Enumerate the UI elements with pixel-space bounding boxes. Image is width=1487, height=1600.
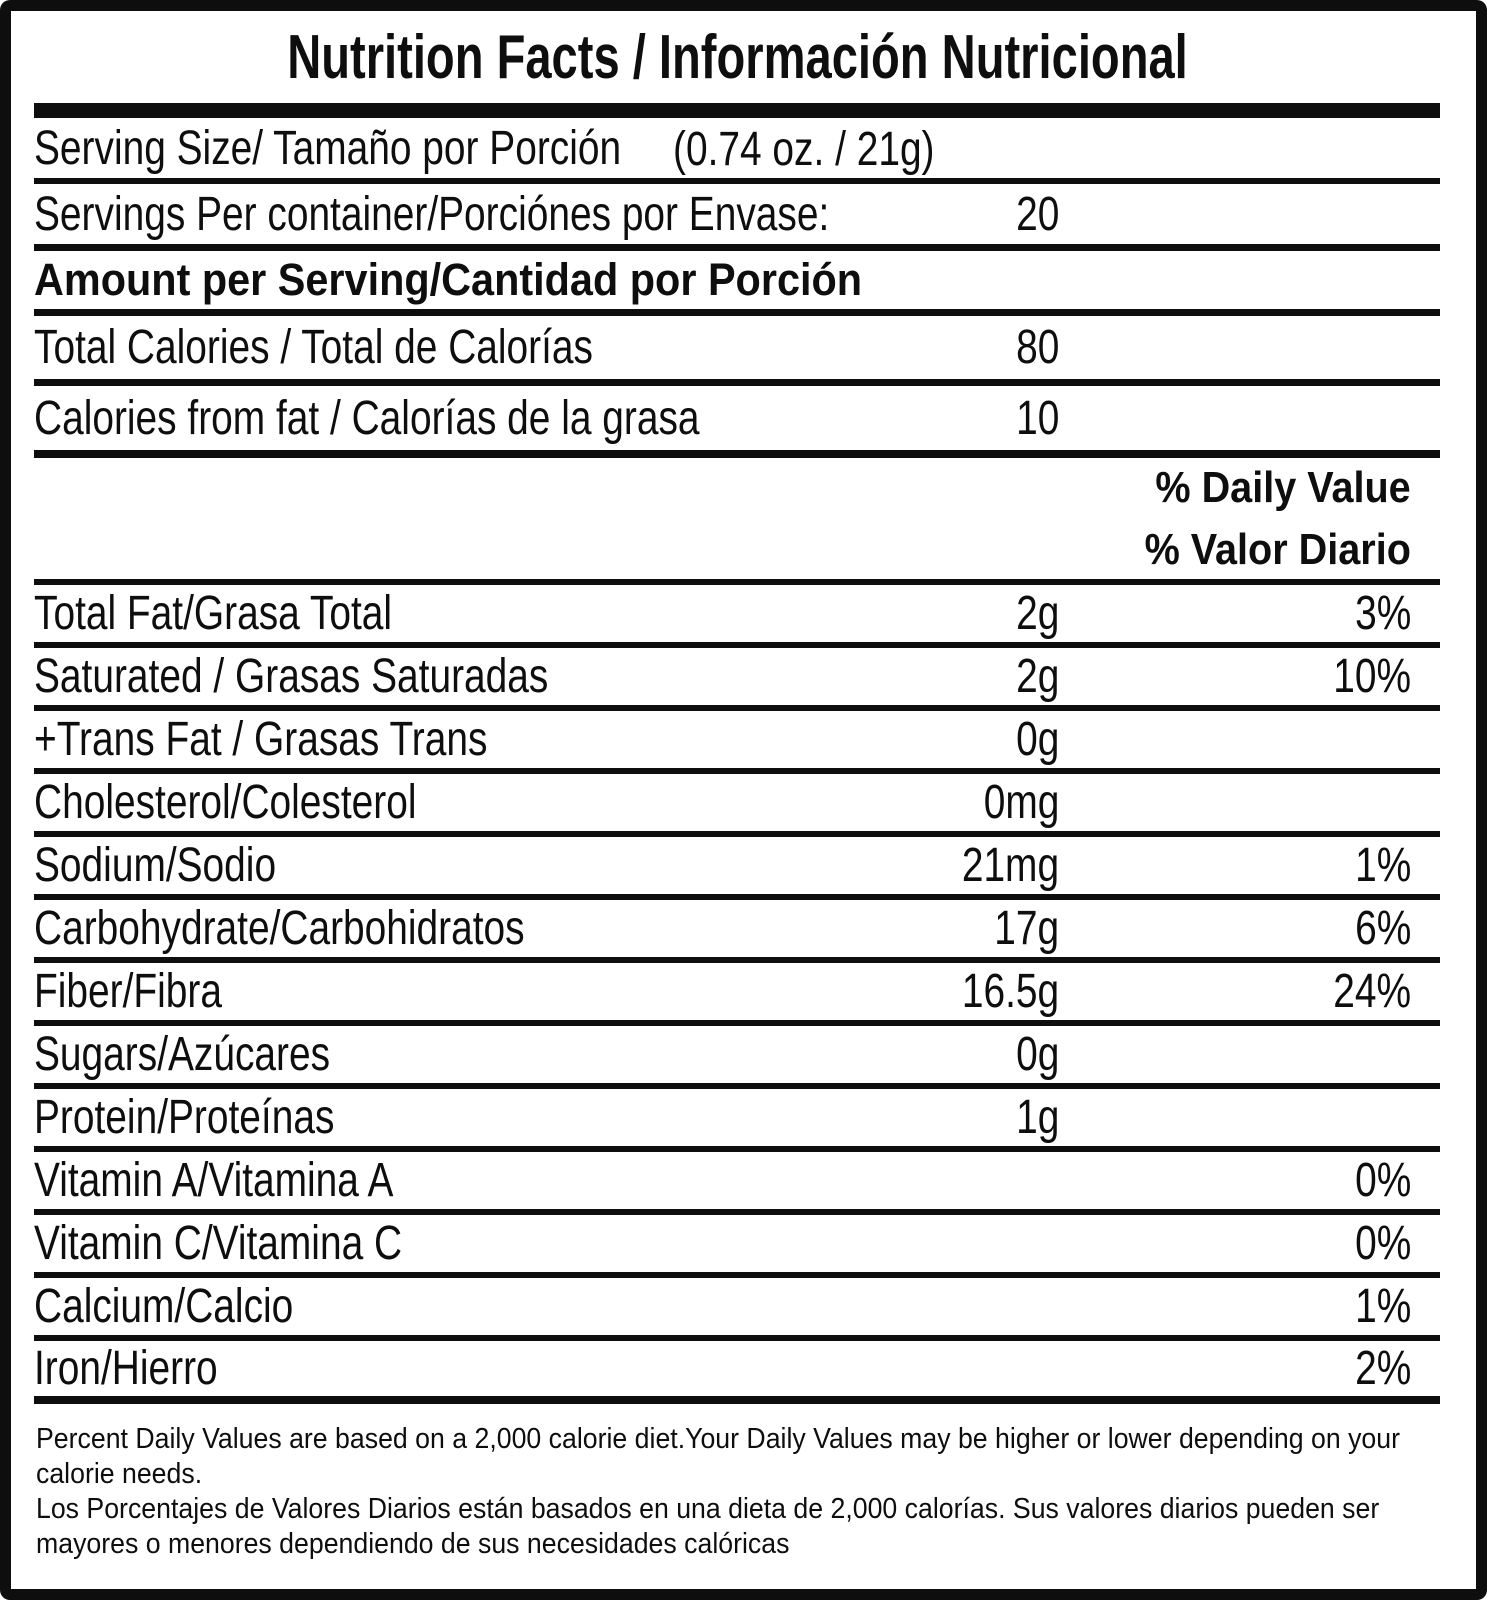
nutrient-label: Calcium/Calcio (34, 1280, 294, 1333)
nutrient-dv: 24% (1333, 965, 1411, 1018)
row-calories-from-fat: Calories from fat / Calorías de la grasa… (34, 386, 1440, 458)
nutrient-dv: 0% (1354, 1154, 1411, 1207)
nutrient-label: Iron/Hierro (34, 1342, 218, 1395)
label-header: Nutrition Facts / Información Nutriciona… (34, 11, 1440, 103)
serving-size-value-cell: (0.74 oz. / 21g) (673, 119, 996, 177)
nutrient-dv: 1% (1354, 1280, 1411, 1333)
serving-size-label-cell: Serving Size/ Tamaño por Porción (34, 121, 1440, 176)
nutrient-label: Cholesterol/Colesterol (34, 776, 417, 829)
footnote-line-es-2: mayores o menores dependiendo de sus nec… (36, 1528, 790, 1560)
nutrient-label: Protein/Proteínas (34, 1091, 335, 1144)
row-protein: Protein/Proteínas 1g (34, 1089, 1440, 1152)
row-sugars: Sugars/Azúcares 0g (34, 1026, 1440, 1089)
servings-value-cell: 20 (709, 187, 1059, 242)
nutrient-amount: 1g (1015, 1091, 1059, 1144)
nutrient-amount: 17g (994, 902, 1059, 955)
footnote: Percent Daily Values are based on a 2,00… (34, 1404, 1440, 1562)
serving-size-value: (0.74 oz. / 21g) (673, 122, 935, 176)
servings-per-container-row: Servings Per container/Porciónes por Env… (34, 184, 1440, 251)
total-calories-label: Total Calories / Total de Calorías (34, 321, 594, 374)
servings-per-container-label: Servings Per container/Porciónes por Env… (34, 187, 830, 241)
amount-per-serving-header-row: Amount per Serving/Cantidad por Porción (34, 251, 1440, 316)
footnote-line-en-1: Percent Daily Values are based on a 2,00… (36, 1423, 1400, 1455)
title-separator-bar (34, 103, 1440, 118)
calories-from-fat-amount: 10 (1015, 391, 1059, 445)
nutrient-label: Sodium/Sodio (34, 839, 277, 892)
row-total-calories: Total Calories / Total de Calorías 80 (34, 316, 1440, 386)
servings-per-container-value: 20 (1015, 187, 1059, 241)
row-carbohydrate: Carbohydrate/Carbohidratos 17g 6% (34, 900, 1440, 963)
row-vitamin-c: Vitamin C/Vitamina C 0% (34, 1215, 1440, 1278)
nutrient-dv: 10% (1333, 650, 1411, 703)
nutrient-amount: 2g (1015, 650, 1059, 703)
page-title: Nutrition Facts / Información Nutriciona… (286, 22, 1188, 92)
total-calories-amount: 80 (1015, 321, 1059, 374)
daily-value-header-es: % Valor Diario (1144, 524, 1411, 574)
nutrient-label: Vitamin C/Vitamina C (34, 1217, 403, 1270)
nutrient-label: Total Fat/Grasa Total (34, 587, 393, 640)
nutrient-amount: 21mg (961, 839, 1059, 892)
nutrient-amount: 0mg (983, 776, 1059, 829)
servings-label-cell: Servings Per container/Porciónes por Env… (34, 187, 829, 242)
row-calcium: Calcium/Calcio 1% (34, 1278, 1440, 1341)
nutrient-label: Saturated / Grasas Saturadas (34, 650, 549, 703)
nutrient-label: Sugars/Azúcares (34, 1028, 331, 1081)
nutrient-dv: 3% (1354, 587, 1411, 640)
nutrient-amount: 0g (1015, 713, 1059, 766)
row-vitamin-a: Vitamin A/Vitamina A 0% (34, 1152, 1440, 1215)
row-saturated-fat: Saturated / Grasas Saturadas 2g 10% (34, 648, 1440, 711)
row-fiber: Fiber/Fibra 16.5g 24% (34, 963, 1440, 1026)
nutrient-dv: 0% (1354, 1217, 1411, 1270)
nutrient-dv: 1% (1354, 839, 1411, 892)
nutrient-label: Fiber/Fibra (34, 965, 222, 1018)
footnote-line-en-2: calorie needs. (36, 1458, 203, 1490)
row-iron: Iron/Hierro 2% (34, 1341, 1440, 1404)
row-trans-fat: +Trans Fat / Grasas Trans 0g (34, 711, 1440, 774)
daily-value-header-en: % Daily Value (1155, 462, 1411, 512)
calories-from-fat-label: Calories from fat / Calorías de la grasa (34, 391, 700, 445)
nutrient-label: +Trans Fat / Grasas Trans (34, 713, 488, 766)
daily-value-header-block: % Daily Value % Valor Diario (34, 458, 1440, 585)
footnote-line-es-1: Los Porcentajes de Valores Diarios están… (36, 1493, 1380, 1525)
nutrient-label: Carbohydrate/Carbohidratos (34, 902, 525, 955)
nutrient-dv: 6% (1354, 902, 1411, 955)
row-cholesterol: Cholesterol/Colesterol 0mg (34, 774, 1440, 837)
nutrient-amount: 0g (1015, 1028, 1059, 1081)
amount-per-serving-header: Amount per Serving/Cantidad por Porción (34, 254, 863, 305)
row-sodium: Sodium/Sodio 21mg 1% (34, 837, 1440, 900)
row-total-fat: Total Fat/Grasa Total 2g 3% (34, 585, 1440, 648)
serving-size-row: Serving Size/ Tamaño por Porción (0.74 o… (34, 118, 1440, 184)
nutrient-amount: 16.5g (961, 965, 1059, 1018)
nutrient-amount: 2g (1015, 587, 1059, 640)
nutrient-label: Vitamin A/Vitamina A (34, 1154, 394, 1207)
nutrient-dv: 2% (1354, 1342, 1411, 1395)
serving-size-label: Serving Size/ Tamaño por Porción (34, 121, 622, 175)
